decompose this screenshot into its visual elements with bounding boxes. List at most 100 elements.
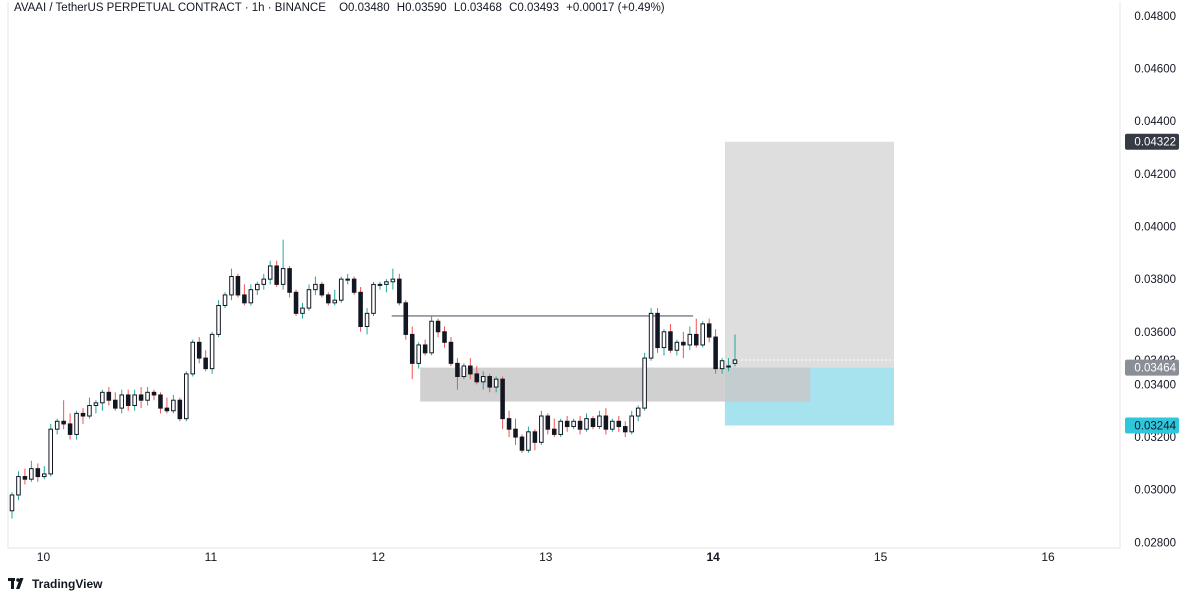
candle-body xyxy=(487,376,492,388)
candle xyxy=(655,308,660,353)
price-tag-gray: 0.03464 xyxy=(1125,359,1179,376)
candle xyxy=(280,239,286,290)
candle-body xyxy=(642,357,647,409)
candle xyxy=(500,376,505,430)
price-tag-label: 0.04322 xyxy=(1134,137,1176,149)
candle xyxy=(332,289,338,306)
price-axis[interactable]: 0.04800 0.04600 0.04400 0.04200 0.04000 0.038… xyxy=(1134,11,1176,549)
candle xyxy=(242,284,247,306)
candle xyxy=(313,276,318,295)
candle-body xyxy=(229,276,234,296)
candle xyxy=(351,276,357,295)
candle xyxy=(235,273,241,298)
candle-body xyxy=(377,283,383,286)
price-tick-label: 0.03200 xyxy=(1134,432,1176,444)
target-zone xyxy=(724,141,894,368)
candle-body xyxy=(493,378,499,388)
position-zones xyxy=(420,141,894,426)
time-axis[interactable]: 10 11 12 13 14 15 16 xyxy=(37,550,1055,564)
candle xyxy=(138,387,144,409)
candle xyxy=(255,281,260,295)
candle-body xyxy=(539,415,544,443)
candle xyxy=(16,471,21,501)
candle-body xyxy=(235,276,241,296)
candle xyxy=(693,318,699,348)
candle xyxy=(493,376,499,393)
candle-body xyxy=(681,341,686,346)
candle-body xyxy=(390,278,396,283)
candle xyxy=(377,281,383,290)
candle xyxy=(487,373,492,393)
candle-body xyxy=(577,420,583,430)
price-tag-label: 0.03464 xyxy=(1134,363,1176,375)
candle-body xyxy=(603,415,609,430)
candle xyxy=(42,466,47,480)
candle-body xyxy=(526,431,531,451)
candle-body xyxy=(571,420,576,428)
candle xyxy=(158,392,163,414)
candle-body xyxy=(100,391,105,404)
candle-body xyxy=(706,323,712,338)
price-tick-label: 0.03800 xyxy=(1134,274,1176,286)
candle xyxy=(700,321,705,348)
time-tick-label: 16 xyxy=(1041,550,1055,564)
candle xyxy=(87,397,92,419)
candle-body xyxy=(190,341,196,375)
candle xyxy=(125,389,131,411)
candle-body xyxy=(719,360,725,370)
candle xyxy=(577,416,583,435)
candle-body xyxy=(403,302,409,335)
candle-body xyxy=(732,359,738,364)
candle-body xyxy=(668,331,673,351)
candle xyxy=(539,410,544,445)
candle xyxy=(222,292,228,309)
candle-body xyxy=(313,283,318,291)
candle-body xyxy=(597,415,602,428)
candle-body xyxy=(16,476,21,496)
candle-body xyxy=(545,415,551,430)
candle-body xyxy=(9,494,15,512)
candle xyxy=(338,276,344,303)
candle-body xyxy=(616,420,622,428)
open-label: O xyxy=(339,2,349,14)
candle-body xyxy=(610,420,615,430)
candle-body xyxy=(171,399,176,412)
candle xyxy=(74,410,79,440)
candle-body xyxy=(351,278,357,293)
candle xyxy=(203,350,208,372)
candle-body xyxy=(54,420,60,430)
candle xyxy=(345,273,350,285)
candle-body xyxy=(416,344,421,364)
candle xyxy=(416,342,421,369)
candle xyxy=(526,426,531,453)
candle xyxy=(54,418,60,435)
tradingview-footer[interactable]: TradingView xyxy=(8,575,102,593)
candle xyxy=(61,400,66,430)
candle xyxy=(248,284,254,306)
symbol-header: AVAAI / TetherUS PERPETUAL CONTRACT · 1h… xyxy=(14,2,665,18)
high-value: 0.03590 xyxy=(405,2,447,14)
candle xyxy=(293,289,299,316)
candle xyxy=(196,337,202,364)
candle xyxy=(100,389,105,411)
candle xyxy=(448,337,454,366)
candle-body xyxy=(584,418,589,430)
change-value: +0.00017 (+0.49%) xyxy=(566,2,665,14)
candle xyxy=(403,300,409,340)
candle-body xyxy=(151,391,157,396)
candle-body xyxy=(364,312,370,328)
candle xyxy=(319,281,325,298)
time-tick-label: 12 xyxy=(372,550,386,564)
candle xyxy=(635,405,641,422)
candle-body xyxy=(435,320,441,333)
candle-body xyxy=(287,268,292,293)
candle xyxy=(513,418,518,445)
candle xyxy=(119,389,125,414)
candle-body xyxy=(255,283,260,291)
candle xyxy=(674,339,680,356)
tradingview-logo-icon xyxy=(8,578,24,589)
candle-body xyxy=(177,399,183,420)
candle xyxy=(371,281,376,316)
candle-body xyxy=(635,407,641,417)
